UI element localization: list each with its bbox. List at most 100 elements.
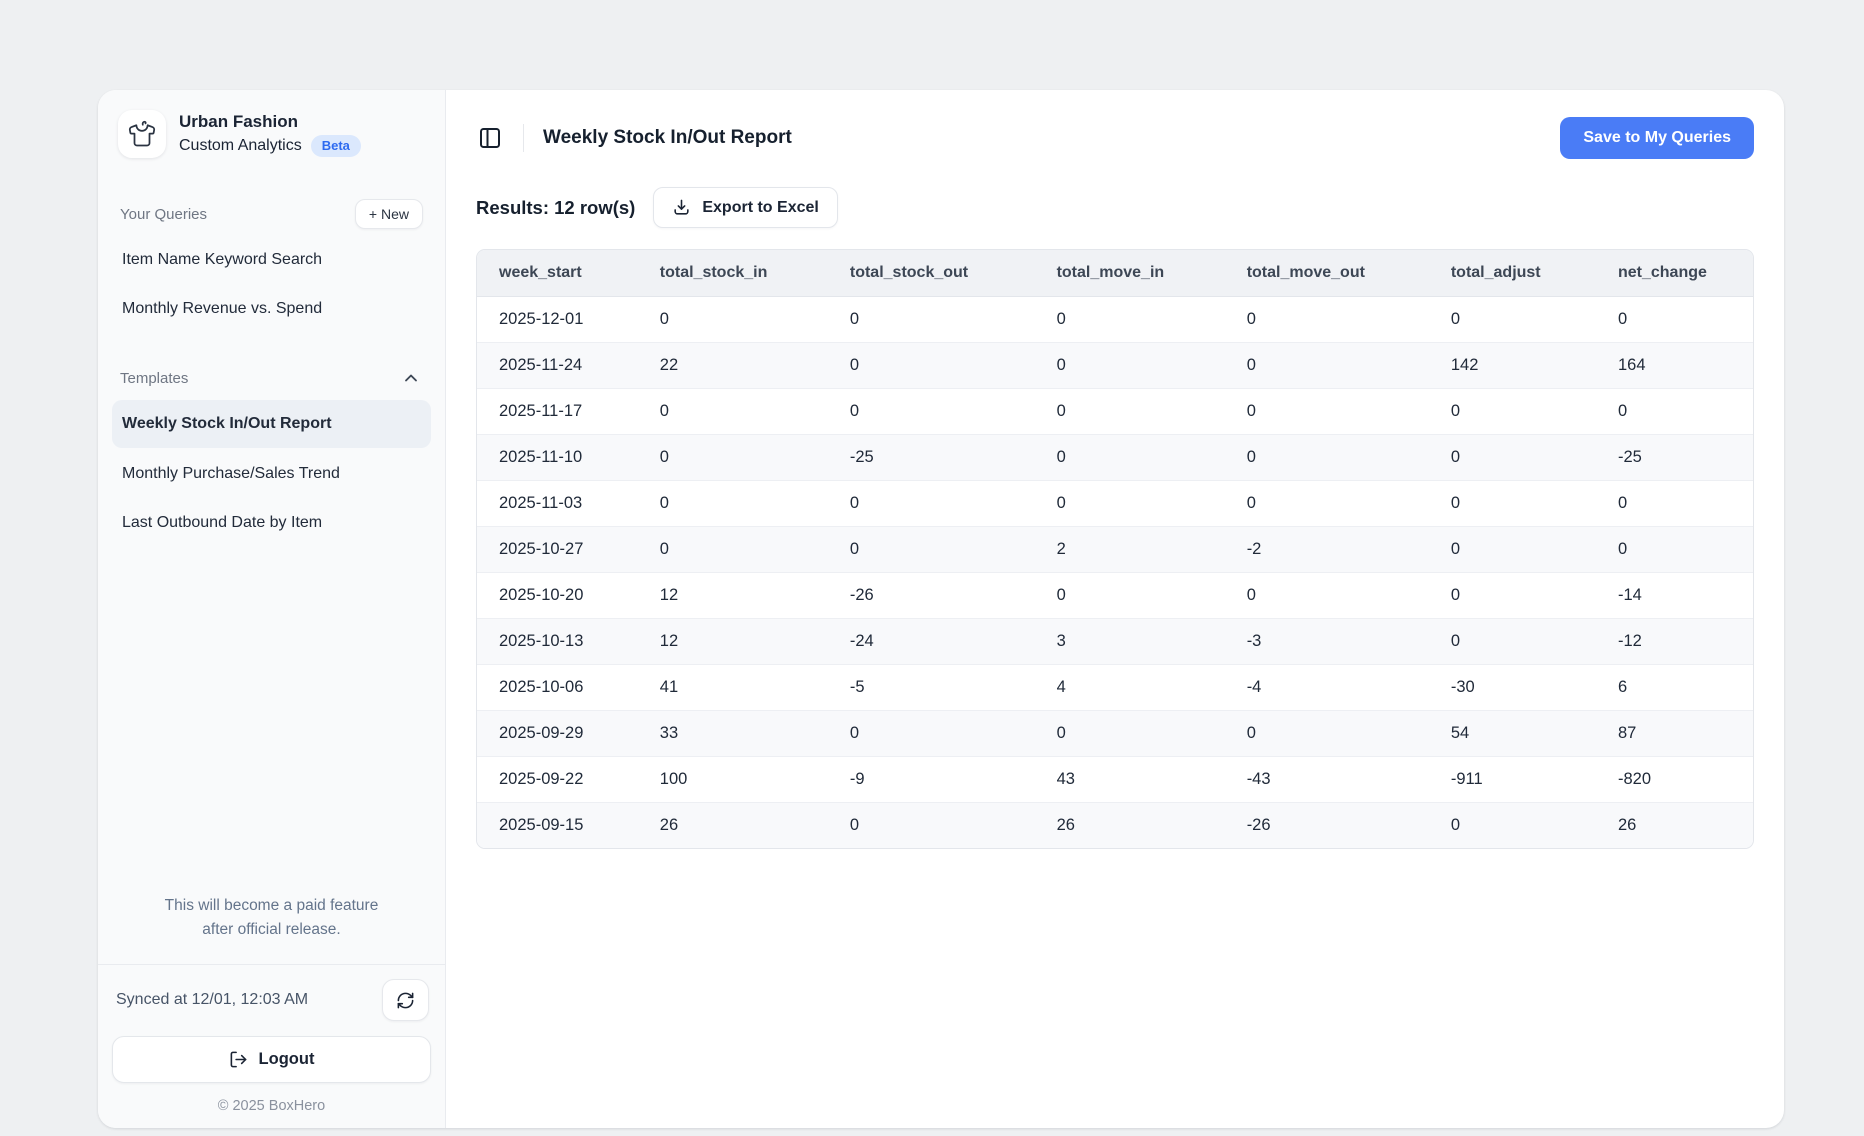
table-cell: -2	[1225, 526, 1429, 572]
table-row: 2025-09-29330005487	[477, 710, 1753, 756]
table-row: 2025-11-2422000142164	[477, 342, 1753, 388]
sidebar-query-item[interactable]: Item Name Keyword Search	[112, 236, 431, 283]
table-cell: 0	[1596, 480, 1753, 526]
results-row: Results: 12 row(s) Export to Excel	[476, 187, 1754, 228]
table-cell: -911	[1429, 756, 1596, 802]
table-cell: 2025-10-06	[477, 664, 638, 710]
table-cell: 0	[1429, 388, 1596, 434]
table-cell: 0	[1035, 388, 1225, 434]
table-cell: 0	[1225, 342, 1429, 388]
synced-at-text: Synced at 12/01, 12:03 AM	[116, 991, 308, 1009]
column-header: total_stock_in	[638, 250, 828, 297]
column-header: week_start	[477, 250, 638, 297]
logout-button[interactable]: Logout	[112, 1036, 431, 1083]
table-cell: -9	[828, 756, 1035, 802]
table-cell: 0	[1225, 434, 1429, 480]
table-cell: 6	[1596, 664, 1753, 710]
workspace-name: Urban Fashion	[179, 111, 361, 133]
table-cell: -4	[1225, 664, 1429, 710]
table-cell: -14	[1596, 572, 1753, 618]
chevron-up-icon	[401, 368, 421, 388]
table-cell: 0	[828, 342, 1035, 388]
app-card: Urban Fashion Custom Analytics Beta Your…	[98, 90, 1784, 1128]
table-cell: 0	[1035, 710, 1225, 756]
table-row: 2025-11-03000000	[477, 480, 1753, 526]
table-cell: 0	[828, 388, 1035, 434]
table-cell: 43	[1035, 756, 1225, 802]
table-cell: 2	[1035, 526, 1225, 572]
table-cell: 0	[1429, 572, 1596, 618]
workspace-header: Urban Fashion Custom Analytics Beta	[112, 108, 431, 160]
table-cell: 4	[1035, 664, 1225, 710]
table-cell: -26	[1225, 802, 1429, 848]
panel-left-icon	[478, 126, 502, 150]
table-row: 2025-10-2012-26000-14	[477, 572, 1753, 618]
table-row: 2025-10-27002-200	[477, 526, 1753, 572]
page: Urban Fashion Custom Analytics Beta Your…	[0, 0, 1864, 1136]
table-cell: -25	[1596, 434, 1753, 480]
table-cell: 0	[828, 802, 1035, 848]
table-cell: 0	[828, 526, 1035, 572]
table-cell: 87	[1596, 710, 1753, 756]
copyright-text: © 2025 BoxHero	[112, 1098, 431, 1114]
table-cell: -24	[828, 618, 1035, 664]
table-cell: 2025-10-20	[477, 572, 638, 618]
save-to-my-queries-button[interactable]: Save to My Queries	[1560, 117, 1754, 159]
sidebar-template-item[interactable]: Weekly Stock In/Out Report	[112, 400, 431, 447]
table-cell: 0	[1429, 618, 1596, 664]
table-cell: 0	[1429, 802, 1596, 848]
table-row: 2025-09-1526026-26026	[477, 802, 1753, 848]
workspace-titles: Urban Fashion Custom Analytics Beta	[179, 111, 361, 158]
table-row: 2025-10-1312-243-30-12	[477, 618, 1753, 664]
table-cell: 22	[638, 342, 828, 388]
table-header-row: week_starttotal_stock_intotal_stock_outt…	[477, 250, 1753, 297]
table-cell: -5	[828, 664, 1035, 710]
table-cell: 0	[638, 480, 828, 526]
table-row: 2025-11-100-25000-25	[477, 434, 1753, 480]
app-name: Custom Analytics	[179, 137, 302, 155]
main-header: Weekly Stock In/Out Report Save to My Qu…	[476, 114, 1754, 161]
table-cell: 0	[828, 480, 1035, 526]
table-cell: -820	[1596, 756, 1753, 802]
table-cell: 26	[638, 802, 828, 848]
logout-icon	[229, 1050, 248, 1069]
column-header: net_change	[1596, 250, 1753, 297]
results-count: Results: 12 row(s)	[476, 197, 635, 219]
table-cell: 26	[1596, 802, 1753, 848]
sidebar: Urban Fashion Custom Analytics Beta Your…	[98, 90, 446, 1128]
column-header: total_move_in	[1035, 250, 1225, 297]
table-cell: 2025-10-13	[477, 618, 638, 664]
table-cell: -26	[828, 572, 1035, 618]
sidebar-spacer	[112, 546, 431, 894]
paid-note-line2: after official release.	[202, 921, 340, 938]
table-body: 2025-12-010000002025-11-2422000142164202…	[477, 297, 1753, 848]
table-cell: 3	[1035, 618, 1225, 664]
beta-badge: Beta	[311, 135, 361, 158]
header-divider	[523, 124, 524, 152]
table-cell: 0	[638, 388, 828, 434]
new-query-button[interactable]: + New	[355, 199, 423, 229]
templates-label: Templates	[120, 370, 188, 387]
table-cell: 2025-11-10	[477, 434, 638, 480]
table-cell: 2025-11-24	[477, 342, 638, 388]
table-cell: 2025-11-03	[477, 480, 638, 526]
templates-collapse-button[interactable]	[399, 366, 423, 390]
table-cell: 41	[638, 664, 828, 710]
export-to-excel-button[interactable]: Export to Excel	[653, 187, 837, 228]
workspace-logo	[118, 110, 166, 158]
your-queries-section-header: Your Queries + New	[112, 198, 431, 230]
table-cell: 0	[1035, 572, 1225, 618]
table-row: 2025-12-01000000	[477, 297, 1753, 342]
column-header: total_adjust	[1429, 250, 1596, 297]
paid-feature-note: This will become a paid feature after of…	[112, 894, 431, 964]
table-cell: 0	[1225, 388, 1429, 434]
sidebar-toggle-button[interactable]	[476, 124, 504, 152]
sidebar-template-item[interactable]: Monthly Purchase/Sales Trend	[112, 450, 431, 497]
table-cell: 2025-09-15	[477, 802, 638, 848]
table-cell: 0	[638, 526, 828, 572]
templates-section-header: Templates	[112, 362, 431, 394]
sidebar-query-item[interactable]: Monthly Revenue vs. Spend	[112, 285, 431, 332]
refresh-button[interactable]	[382, 979, 429, 1021]
sidebar-template-item[interactable]: Last Outbound Date by Item	[112, 499, 431, 546]
download-icon	[672, 198, 691, 217]
